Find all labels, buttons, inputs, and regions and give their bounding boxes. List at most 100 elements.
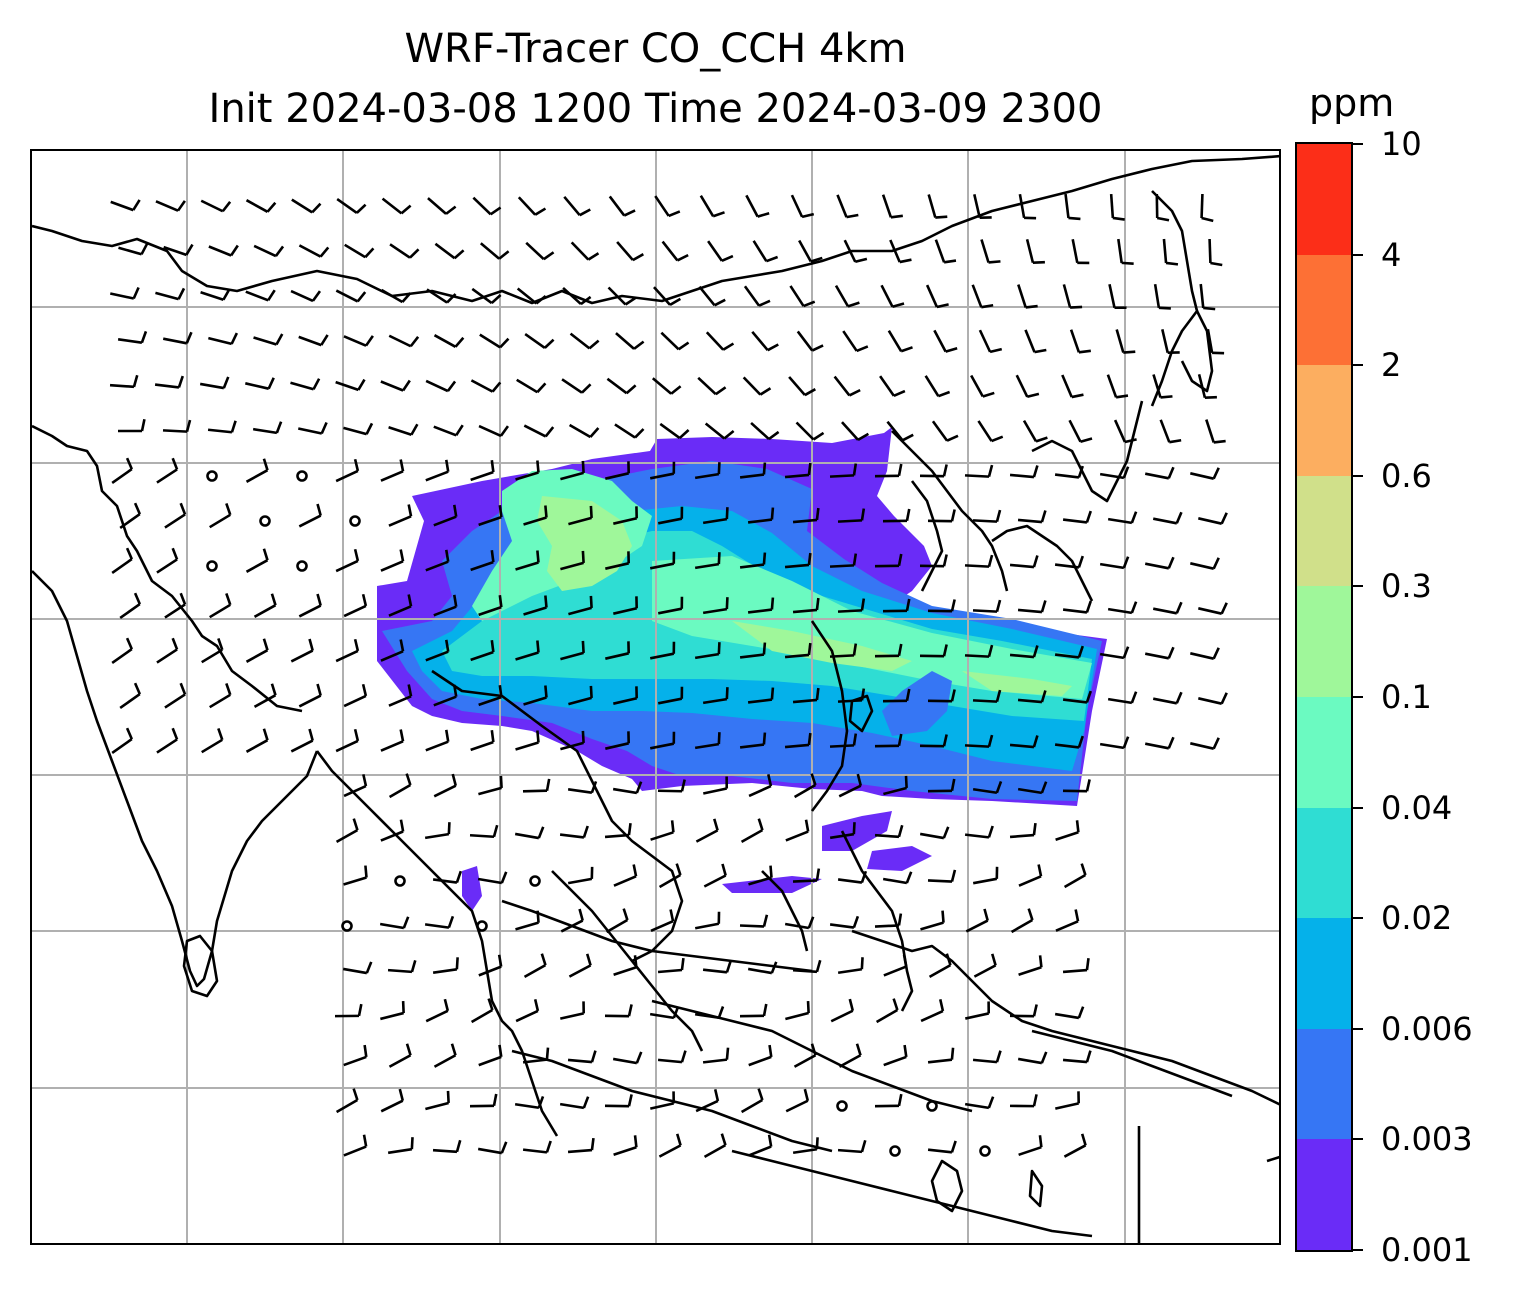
wind-barb bbox=[1099, 736, 1130, 750]
wind-barb bbox=[478, 685, 503, 707]
wind-barb bbox=[245, 199, 277, 213]
colorbar-segment bbox=[1297, 1028, 1351, 1140]
wind-barb bbox=[650, 820, 675, 841]
wind-barb bbox=[1071, 238, 1090, 265]
wind-barb bbox=[703, 863, 727, 888]
wind-barb bbox=[560, 460, 585, 481]
wind-barb bbox=[117, 330, 148, 344]
wind-barb bbox=[919, 734, 948, 748]
wind-barb bbox=[748, 865, 773, 886]
wind-barb bbox=[837, 1139, 867, 1154]
wind-barb bbox=[1198, 692, 1228, 705]
wind-barb bbox=[707, 240, 734, 263]
wind-barb bbox=[613, 864, 638, 887]
calm-wind-marker bbox=[394, 875, 406, 887]
wind-barb bbox=[1152, 511, 1183, 525]
coastline-segment bbox=[851, 929, 1279, 1106]
wind-barb bbox=[245, 458, 269, 483]
wind-barb bbox=[469, 1093, 498, 1108]
wind-barb bbox=[1068, 419, 1093, 443]
wind-barb bbox=[523, 505, 548, 526]
wind-barb bbox=[1055, 820, 1080, 841]
wind-barb bbox=[515, 460, 540, 481]
wind-barb bbox=[380, 379, 411, 392]
wind-barb bbox=[788, 376, 816, 397]
calm-wind-marker bbox=[529, 875, 541, 887]
coastline-segment bbox=[910, 480, 944, 592]
wind-barb bbox=[604, 823, 632, 839]
wind-barb bbox=[343, 335, 374, 347]
wind-barb bbox=[964, 734, 994, 748]
plume-patch bbox=[867, 846, 932, 871]
wind-barb bbox=[739, 914, 769, 928]
coastline-segment bbox=[511, 1049, 833, 1153]
wind-barb bbox=[162, 419, 192, 433]
wind-barb bbox=[658, 1133, 682, 1158]
wind-barb bbox=[433, 334, 465, 348]
wind-barb bbox=[425, 459, 450, 482]
wind-barb bbox=[743, 285, 771, 307]
wind-barb bbox=[657, 596, 684, 615]
wind-barb bbox=[838, 773, 863, 798]
wind-barb bbox=[605, 641, 630, 660]
wind-barb bbox=[964, 644, 994, 658]
wind-barb bbox=[118, 243, 149, 256]
wind-barb bbox=[387, 959, 417, 974]
wind-barb bbox=[335, 378, 366, 392]
wind-barb bbox=[335, 638, 360, 663]
wind-barb bbox=[424, 822, 451, 840]
wind-barb bbox=[515, 550, 540, 571]
wind-barb bbox=[343, 683, 368, 708]
coastline-segment bbox=[891, 430, 1009, 592]
wind-barb bbox=[1009, 555, 1039, 569]
wind-barb bbox=[919, 554, 948, 568]
wind-barb bbox=[253, 683, 277, 708]
colorbar-tick bbox=[1353, 696, 1363, 698]
wind-barb bbox=[1062, 1050, 1092, 1064]
wind-barb bbox=[1115, 329, 1136, 354]
wind-barb bbox=[703, 1133, 727, 1159]
wind-barb bbox=[1190, 467, 1220, 480]
wind-barb bbox=[792, 597, 820, 614]
wind-barb bbox=[740, 818, 764, 844]
wind-barb bbox=[1022, 419, 1048, 443]
wind-barb bbox=[560, 1001, 586, 1020]
wind-barb bbox=[478, 775, 503, 796]
wind-barb bbox=[567, 866, 594, 885]
wind-barb bbox=[568, 505, 593, 526]
wind-barb bbox=[433, 1043, 457, 1068]
wind-barb bbox=[343, 1044, 368, 1067]
wind-barb bbox=[660, 331, 690, 351]
wind-barb bbox=[432, 870, 463, 884]
wind-barb bbox=[837, 870, 868, 884]
wind-barb bbox=[209, 683, 232, 709]
coastline-segment bbox=[930, 1159, 964, 1213]
wind-barb bbox=[522, 1047, 550, 1064]
wind-barb bbox=[882, 598, 911, 613]
wind-barb bbox=[927, 509, 956, 523]
wind-barb bbox=[889, 239, 912, 264]
wind-barb bbox=[739, 462, 767, 479]
wind-barb bbox=[469, 824, 499, 839]
wind-barb bbox=[838, 1043, 862, 1068]
wind-barb bbox=[253, 244, 285, 258]
wind-barb bbox=[657, 957, 685, 974]
wind-barb bbox=[470, 550, 495, 572]
colorbar-tick bbox=[1353, 1249, 1363, 1251]
colorbar-segment bbox=[1297, 586, 1351, 698]
wind-barb bbox=[1144, 466, 1175, 480]
wind-barb bbox=[1152, 374, 1173, 399]
wind-barb bbox=[253, 333, 284, 346]
wind-barb bbox=[343, 1134, 368, 1157]
wind-barb bbox=[155, 200, 186, 212]
wind-barb bbox=[972, 1050, 1002, 1064]
wind-barb bbox=[792, 687, 820, 704]
wind-barb bbox=[785, 1000, 810, 1021]
plume-patch bbox=[882, 671, 952, 736]
wind-barb bbox=[697, 376, 727, 396]
chart-title-line2: Init 2024-03-08 1200 Time 2024-03-09 230… bbox=[208, 86, 1103, 132]
wind-barb bbox=[425, 379, 457, 393]
wind-barb bbox=[1063, 1133, 1087, 1158]
wind-barb bbox=[919, 644, 948, 658]
wind-barb bbox=[1054, 735, 1084, 749]
